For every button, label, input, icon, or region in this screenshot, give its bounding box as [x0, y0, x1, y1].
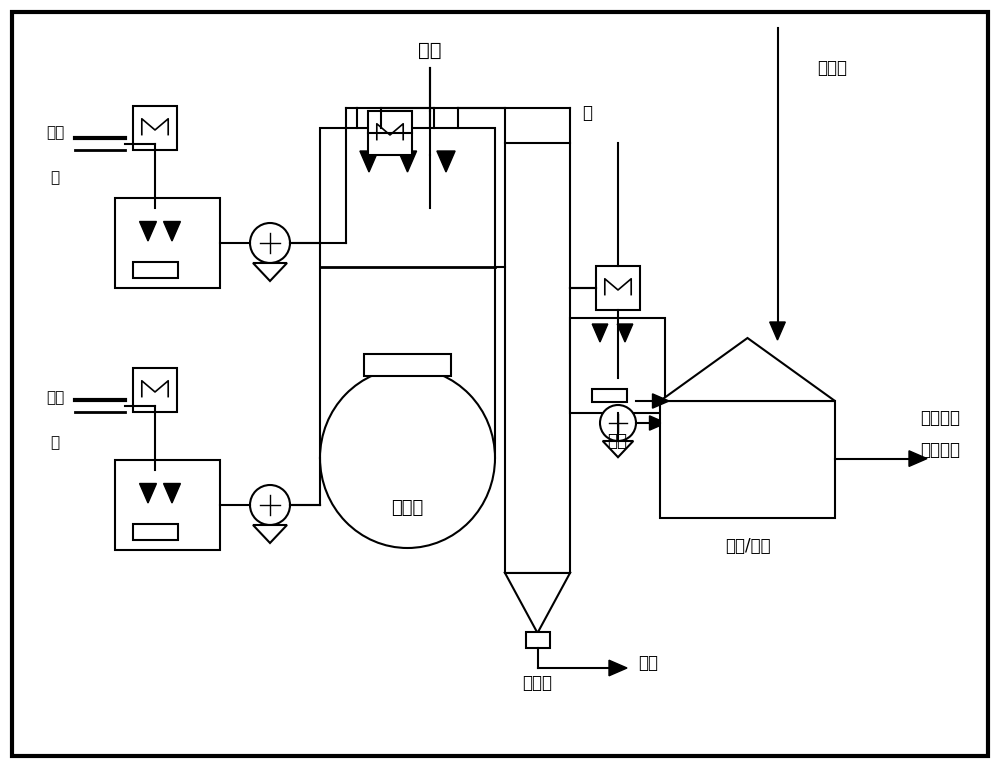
- Text: 浓缩机: 浓缩机: [522, 674, 552, 692]
- Circle shape: [250, 223, 290, 263]
- Text: 反应釜: 反应釜: [391, 499, 424, 517]
- Polygon shape: [398, 151, 417, 172]
- Bar: [505, 143, 570, 573]
- Polygon shape: [140, 484, 156, 503]
- Bar: [592, 389, 627, 402]
- Bar: [526, 632, 550, 648]
- Bar: [133, 262, 178, 278]
- Polygon shape: [660, 338, 835, 401]
- Bar: [133, 368, 177, 412]
- Polygon shape: [164, 484, 180, 503]
- Bar: [133, 106, 177, 150]
- Text: 氨水: 氨水: [418, 41, 442, 59]
- Text: 洗涤/离心: 洗涤/离心: [725, 537, 770, 555]
- Polygon shape: [652, 394, 669, 408]
- Polygon shape: [437, 151, 455, 172]
- Polygon shape: [909, 451, 927, 466]
- Circle shape: [600, 405, 636, 441]
- Polygon shape: [164, 221, 180, 241]
- Text: 排清: 排清: [638, 654, 658, 672]
- Text: 热纯水: 热纯水: [818, 59, 848, 77]
- Bar: [596, 266, 640, 310]
- Text: 干燥、除: 干燥、除: [920, 409, 960, 427]
- Polygon shape: [592, 324, 608, 342]
- Polygon shape: [253, 525, 287, 543]
- Text: 碘: 碘: [50, 435, 60, 451]
- Bar: [320, 128, 495, 458]
- Bar: [115, 460, 220, 550]
- Polygon shape: [360, 151, 378, 172]
- Text: 盐: 盐: [50, 170, 60, 186]
- Text: 纯水: 纯水: [46, 125, 64, 141]
- Polygon shape: [609, 660, 627, 676]
- Polygon shape: [770, 322, 785, 340]
- Polygon shape: [650, 415, 666, 430]
- Circle shape: [250, 485, 290, 525]
- Bar: [660, 401, 835, 518]
- Text: 纯水: 纯水: [46, 390, 64, 406]
- Text: 硫: 硫: [582, 104, 592, 122]
- Text: 陵化: 陵化: [608, 432, 628, 450]
- Polygon shape: [617, 324, 633, 342]
- Bar: [368, 111, 412, 155]
- Polygon shape: [603, 441, 633, 457]
- Polygon shape: [253, 263, 287, 281]
- Ellipse shape: [320, 368, 495, 548]
- Polygon shape: [140, 221, 156, 241]
- Polygon shape: [505, 573, 570, 633]
- Bar: [570, 318, 665, 413]
- Bar: [115, 198, 220, 288]
- Text: 铁、包装: 铁、包装: [920, 441, 960, 459]
- Bar: [133, 524, 178, 540]
- Bar: [364, 353, 451, 376]
